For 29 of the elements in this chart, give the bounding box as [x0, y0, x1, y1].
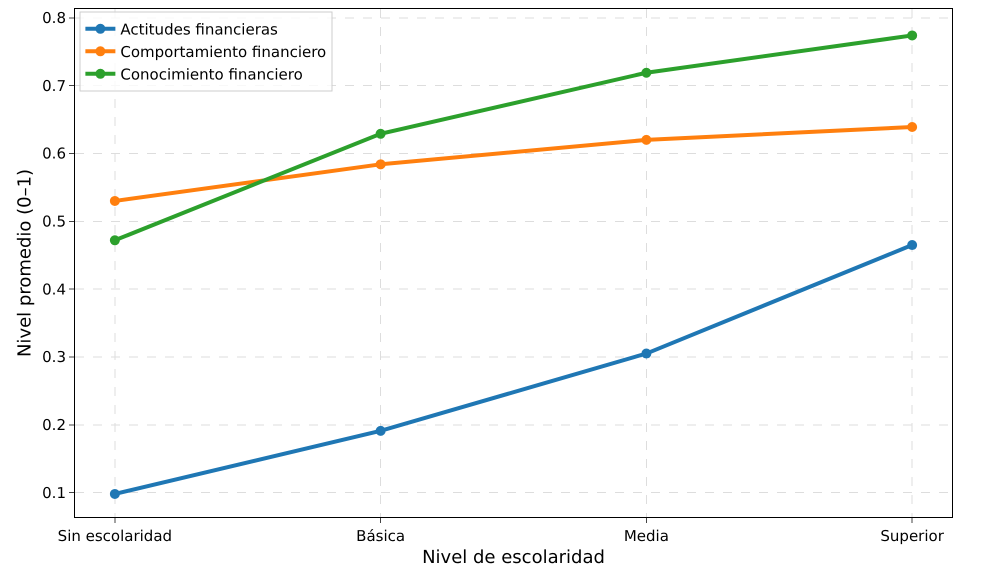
y-tick-label: 0.8 — [42, 9, 66, 28]
point — [376, 128, 386, 139]
point — [110, 196, 120, 206]
x-axis-title: Nivel de escolaridad — [422, 547, 605, 568]
x-tick-label: Superior — [880, 527, 945, 545]
legend-label: Actitudes financieras — [120, 20, 278, 39]
y-tick-label: 0.5 — [42, 212, 66, 231]
point — [641, 68, 652, 78]
point — [641, 348, 652, 359]
y-axis-title: Nivel promedio (0–1) — [14, 168, 36, 358]
point — [110, 488, 120, 499]
x-tick-label: Básica — [356, 527, 406, 545]
point — [907, 240, 918, 250]
legend-label: Conocimiento financiero — [120, 66, 303, 84]
point — [376, 426, 386, 436]
x-tick-label: Sin escolaridad — [58, 527, 172, 545]
point — [110, 235, 120, 246]
point — [641, 134, 652, 145]
point — [376, 159, 386, 170]
y-tick-label: 0.3 — [42, 348, 66, 366]
point — [907, 30, 918, 40]
y-tick-label: 0.7 — [42, 76, 66, 95]
point — [907, 122, 918, 132]
legend-label: Comportamiento financiero — [120, 43, 326, 62]
y-tick-label: 0.2 — [42, 416, 66, 434]
y-tick-label: 0.4 — [42, 280, 66, 298]
y-tick-label: 0.1 — [42, 484, 66, 502]
y-tick-label: 0.6 — [42, 144, 66, 163]
x-tick-label: Media — [624, 527, 669, 545]
